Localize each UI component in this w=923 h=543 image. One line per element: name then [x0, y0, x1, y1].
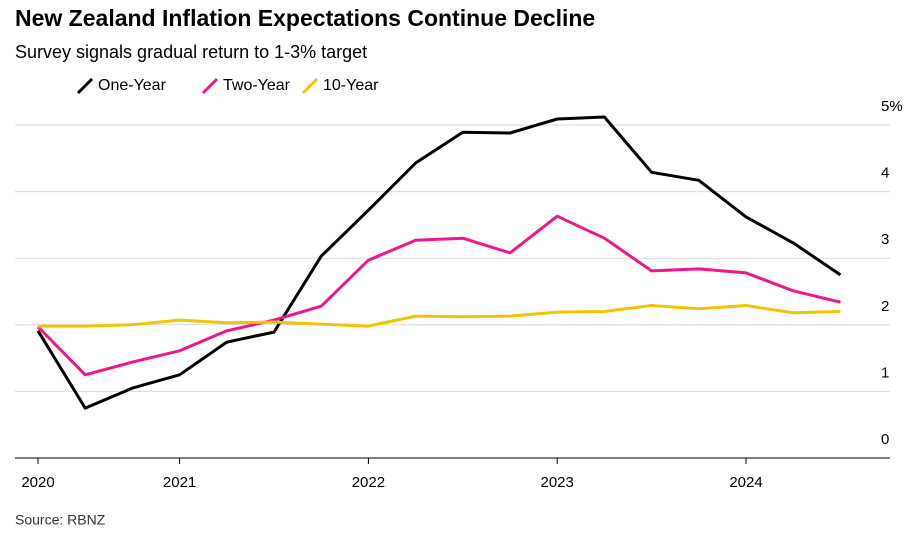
legend-swatch — [301, 77, 319, 95]
series-line — [36, 115, 842, 410]
series-line — [38, 304, 841, 328]
y-tick-label: 2 — [881, 298, 889, 315]
y-tick-label: 5% — [881, 98, 903, 115]
x-tick-label: 2022 — [352, 474, 385, 491]
chart-subtitle: Survey signals gradual return to 1-3% ta… — [15, 42, 367, 62]
y-tick-label: 0 — [881, 431, 889, 448]
series-line — [36, 214, 841, 377]
legend-label: Two-Year — [223, 77, 291, 94]
y-tick-label: 3 — [881, 231, 889, 248]
x-tick-label: 2023 — [541, 474, 574, 491]
legend-swatch — [201, 77, 219, 95]
y-tick-label: 4 — [881, 165, 889, 182]
source: Source: RBNZ — [15, 512, 106, 528]
chart-title: New Zealand Inflation Expectations Conti… — [15, 5, 595, 31]
x-tick-label: 2021 — [163, 474, 196, 491]
legend-swatch — [76, 77, 94, 95]
y-tick-label: 1 — [881, 364, 889, 381]
legend-label: One-Year — [98, 77, 167, 94]
legend-label: 10-Year — [323, 77, 379, 94]
x-tick-label: 2020 — [21, 474, 54, 491]
x-tick-label: 2024 — [729, 474, 762, 491]
